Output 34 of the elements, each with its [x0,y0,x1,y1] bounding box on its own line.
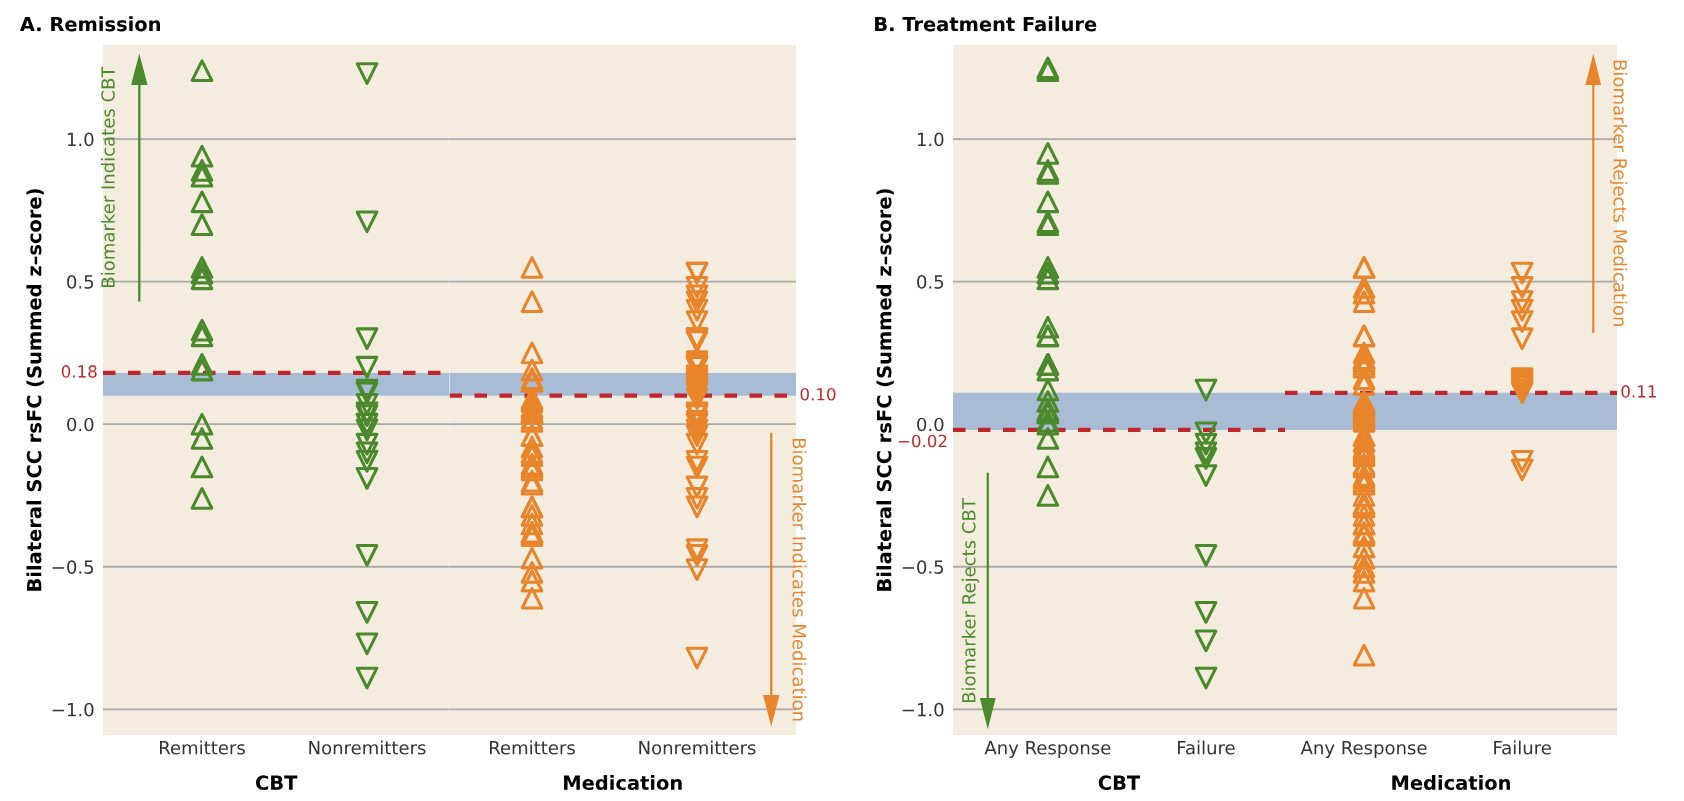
x-tick-label: Any Response [984,741,1111,759]
x-tick-label: Nonremitters [639,740,756,755]
x-axis-title: CBT [256,775,298,791]
y-tick-label: 1.0 [67,132,94,147]
x-tick-label: Any Response [1300,741,1427,759]
ref-line-label: 0.18 [61,365,97,378]
y-tick-label: −0.5 [52,560,94,574]
annotation: Biomarker Indicates CBT [100,66,115,287]
y-tick-label: −1.0 [52,702,94,717]
x-axis-title: CBT [1098,775,1141,791]
y-tick-label: 1.0 [917,132,944,147]
annotation: Biomarker Indicates Medication [792,438,807,721]
y-tick-label: 0.0 [917,417,944,432]
annotation: Biomarker Rejects Medication [1609,60,1628,326]
y-tick-label: 0.5 [67,275,94,289]
y-axis-title: Bilateral SCC rsFC (Summed z–score) [26,189,44,591]
chart-title: B. Treatment Failure [875,16,1097,32]
x-axis-title: Medication [564,775,682,791]
x-tick-label: Remitters [160,740,245,755]
y-tick-label: −0.5 [902,560,944,574]
y-tick-label: 0.0 [67,417,94,432]
y-axis-title: Bilateral SCC rsFC (Summed z–score) [876,189,894,591]
chart-title: A. Remission [19,16,160,32]
x-tick-label: Nonremitters [309,740,426,755]
ref-line-label: 0.10 [800,387,836,401]
x-tick-label: Remitters [490,740,575,755]
ref-line-label: −0.02 [898,434,947,448]
ref-line-label: 0.11 [1621,385,1656,398]
y-tick-label: 0.5 [917,275,944,289]
x-axis-title: Medication [1392,775,1510,791]
annotation: Biomarker Rejects CBT [961,498,980,703]
x-tick-label: Failure [1494,740,1551,755]
x-tick-label: Failure [1178,740,1235,755]
y-tick-label: −1.0 [902,702,944,717]
